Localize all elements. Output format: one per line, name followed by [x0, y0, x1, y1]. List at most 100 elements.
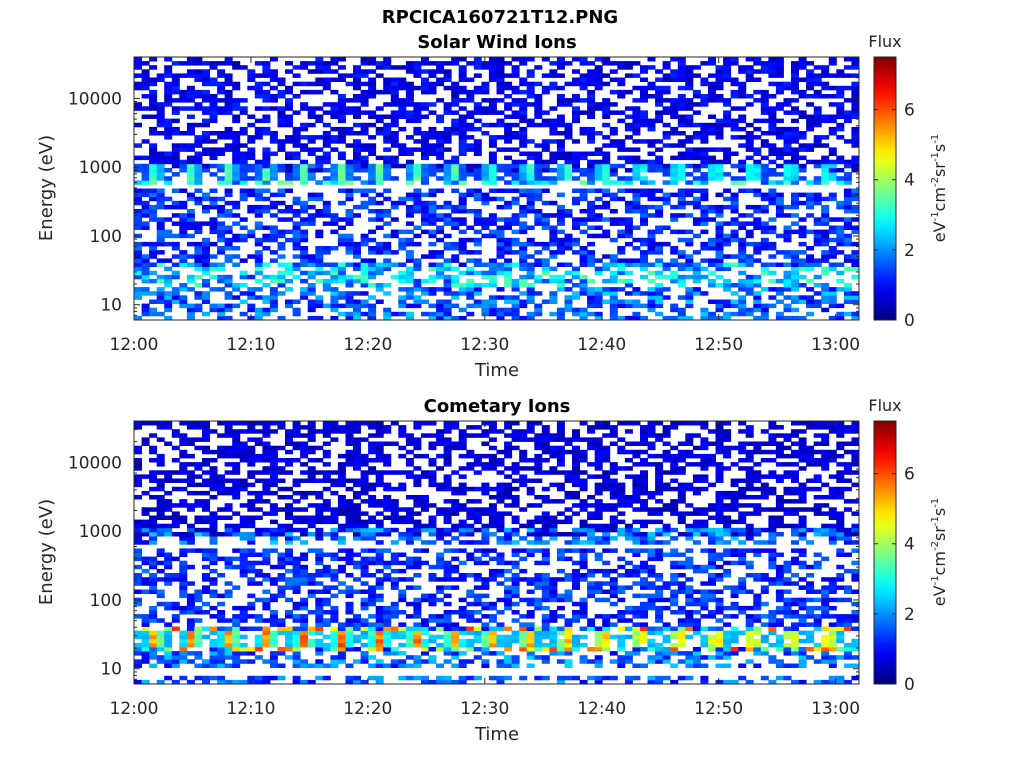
heatmap-cell — [647, 307, 656, 313]
heatmap-cell — [337, 295, 346, 300]
heatmap-cell — [307, 192, 316, 198]
heatmap-cell — [383, 614, 392, 619]
heatmap-cell — [156, 495, 165, 500]
heatmap-cell — [783, 172, 792, 177]
plot-frame — [133, 56, 860, 321]
heatmap-cell — [217, 593, 226, 599]
heatmap-cell — [262, 89, 271, 95]
heatmap-cell — [405, 221, 414, 226]
heatmap-cell — [677, 122, 686, 128]
heatmap-cell — [715, 204, 724, 210]
heatmap-cell — [149, 581, 158, 586]
heatmap-cell — [617, 229, 626, 235]
heatmap-cell — [708, 168, 716, 173]
heatmap-cell — [458, 241, 467, 247]
heatmap-cell — [300, 445, 309, 451]
heatmap-cell — [217, 532, 226, 537]
heatmap-cell — [564, 287, 573, 292]
heatmap-cell — [405, 291, 414, 296]
heatmap-cell — [451, 246, 460, 251]
heatmap-cell — [164, 176, 173, 181]
heatmap-cell — [179, 254, 188, 259]
heatmap-cell — [466, 266, 475, 272]
heatmap-cell — [194, 73, 203, 78]
heatmap-cell — [670, 114, 679, 119]
heatmap-cell — [851, 274, 860, 280]
heatmap-cell — [179, 634, 188, 640]
heatmap-cell — [202, 437, 210, 442]
heatmap-cell — [579, 262, 588, 267]
heatmap-cell — [383, 89, 392, 95]
heatmap-cell — [572, 283, 580, 288]
heatmap-cell — [224, 188, 233, 193]
heatmap-cell — [534, 278, 543, 284]
heatmap-cell — [775, 81, 784, 87]
heatmap-cell — [330, 295, 339, 300]
heatmap-cell — [186, 651, 195, 656]
heatmap-cell — [171, 470, 180, 475]
heatmap-cell — [285, 523, 293, 529]
heatmap-cell — [458, 209, 467, 214]
heatmap-cell — [390, 503, 399, 508]
heatmap-cell — [647, 196, 656, 202]
heatmap-cell — [692, 291, 701, 296]
heatmap-cell — [209, 511, 218, 516]
heatmap-cell — [526, 241, 535, 247]
heatmap-cell — [322, 552, 331, 557]
heatmap-cell — [194, 618, 203, 623]
heatmap-cell — [443, 258, 452, 263]
heatmap-cell — [232, 246, 241, 251]
heatmap-cell — [292, 655, 301, 660]
heatmap-cell — [232, 81, 241, 87]
heatmap-cell — [330, 527, 339, 533]
heatmap-cell — [368, 81, 377, 87]
heatmap-cell — [662, 85, 671, 91]
heatmap-cell — [134, 266, 142, 272]
heatmap-cell — [791, 287, 799, 292]
heatmap-cell — [526, 151, 535, 156]
heatmap-cell — [202, 470, 210, 475]
heatmap-cell — [428, 445, 437, 451]
heatmap-cell — [149, 421, 158, 426]
heatmap-cell — [202, 131, 210, 136]
heatmap-cell — [821, 81, 830, 87]
heatmap-cell — [640, 291, 648, 296]
heatmap-cell — [254, 254, 263, 259]
heatmap-cell — [171, 233, 180, 239]
heatmap-cell — [134, 213, 142, 218]
heatmap-cell — [232, 303, 241, 309]
heatmap-cell — [307, 204, 316, 210]
heatmap-cell — [353, 552, 361, 557]
heatmap-cell — [232, 655, 241, 660]
heatmap-cell — [624, 200, 633, 206]
heatmap-cell — [647, 278, 656, 284]
heatmap-cell — [315, 155, 324, 161]
heatmap-cell — [224, 163, 233, 169]
heatmap-cell — [164, 283, 173, 288]
heatmap-cell — [677, 254, 686, 259]
heatmap-cell — [217, 573, 226, 578]
heatmap-cell — [156, 647, 165, 652]
heatmap-cell — [383, 495, 392, 500]
heatmap-cell — [254, 437, 263, 442]
heatmap-cell — [473, 303, 482, 309]
heatmap-cell — [692, 122, 701, 128]
heatmap-cell — [254, 188, 263, 193]
heatmap-cell — [337, 659, 346, 664]
heatmap-cell — [254, 126, 263, 132]
heatmap-cell — [186, 564, 195, 570]
heatmap-cell — [405, 180, 414, 185]
heatmap-cell — [353, 168, 361, 173]
heatmap-cell — [526, 254, 535, 259]
heatmap-cell — [783, 287, 792, 292]
heatmap-cell — [209, 65, 218, 70]
heatmap-cell — [390, 114, 399, 119]
heatmap-cell — [217, 163, 226, 169]
heatmap-cell — [330, 437, 339, 442]
heatmap-cell — [217, 98, 226, 103]
heatmap-cell — [791, 135, 799, 140]
heatmap-cell — [232, 679, 241, 685]
heatmap-cell — [179, 147, 188, 152]
heatmap-cell — [496, 89, 505, 95]
heatmap-cell — [368, 188, 377, 193]
